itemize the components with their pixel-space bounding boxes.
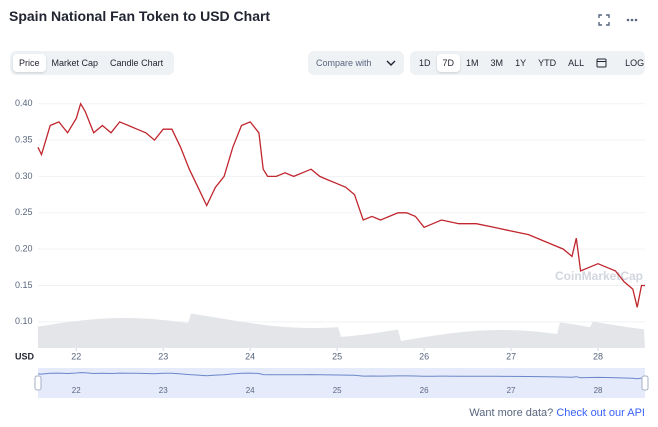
range-button[interactable]: 7D bbox=[436, 54, 461, 72]
price-line bbox=[37, 102, 645, 308]
fullscreen-icon[interactable] bbox=[598, 14, 610, 26]
api-link[interactable]: Check out our API bbox=[556, 407, 645, 419]
y-tick-label: 0.20 bbox=[15, 244, 33, 254]
navigator-tick-label: 28 bbox=[594, 386, 603, 395]
range-button[interactable]: ALL bbox=[568, 58, 585, 68]
range-button[interactable]: 1Y bbox=[515, 58, 527, 68]
tab-group: Price Market Cap Candle Chart bbox=[10, 51, 174, 75]
navigator-line bbox=[37, 372, 645, 380]
navigator-tick-label: 27 bbox=[507, 386, 516, 395]
range-button[interactable]: 3M bbox=[490, 58, 504, 68]
y-axis-label: USD bbox=[15, 351, 35, 361]
navigator-handle[interactable] bbox=[641, 375, 649, 391]
navigator-tick-label: 23 bbox=[159, 386, 168, 395]
more-icon[interactable] bbox=[626, 18, 630, 22]
compare-label: Compare with bbox=[316, 58, 372, 68]
y-tick-label: 0.35 bbox=[15, 134, 33, 144]
x-tick-label: 28 bbox=[593, 351, 603, 361]
footer: Want more data? Check out our API bbox=[469, 407, 645, 419]
chart: 0.10 0.15 0.20 0.25 0.30 0.35 0.40 CoinMarketCa… bbox=[15, 98, 649, 398]
navigator-tick-label: 22 bbox=[72, 386, 81, 395]
footer-text: Want more data? bbox=[469, 407, 554, 419]
y-tick-label: 0.40 bbox=[15, 98, 33, 108]
volume-area bbox=[38, 313, 645, 348]
compare-dropdown[interactable]: Compare with bbox=[308, 51, 404, 75]
x-tick-label: 25 bbox=[332, 351, 342, 361]
tab[interactable]: Market Cap bbox=[51, 58, 99, 68]
x-tick-label: 27 bbox=[506, 351, 516, 361]
navigator-tick-label: 25 bbox=[333, 386, 342, 395]
more-icon bbox=[634, 18, 638, 22]
range-button[interactable]: 1M bbox=[466, 58, 479, 68]
navigator-tick-label: 24 bbox=[246, 386, 255, 395]
chevron bbox=[386, 60, 396, 66]
calendar-button[interactable] bbox=[590, 53, 613, 74]
tab[interactable]: Price bbox=[13, 54, 46, 72]
log-button[interactable]: LOG bbox=[625, 58, 645, 68]
navigator-tick-label: 26 bbox=[420, 386, 429, 395]
more-icon bbox=[630, 18, 634, 22]
range-button[interactable]: YTD bbox=[538, 58, 557, 68]
y-tick-label: 0.15 bbox=[15, 280, 33, 290]
x-tick-label: 23 bbox=[158, 351, 168, 361]
navigator-handle[interactable] bbox=[34, 375, 42, 391]
y-tick-label: 0.30 bbox=[15, 171, 33, 181]
y-tick-label: 0.10 bbox=[15, 316, 33, 326]
y-tick-label: 0.25 bbox=[15, 207, 33, 217]
header-icons bbox=[598, 14, 638, 26]
range-button[interactable]: 1D bbox=[419, 58, 431, 68]
watermark: CoinMarketCap bbox=[555, 269, 643, 283]
x-tick-label: 24 bbox=[245, 351, 255, 361]
range-group: 1D 7D 1M 3M 1Y YTD ALL LOG bbox=[410, 51, 645, 75]
x-tick-label: 22 bbox=[71, 351, 81, 361]
title: Spain National Fan Token to USD Chart bbox=[9, 8, 271, 24]
x-tick-label: 26 bbox=[419, 351, 429, 361]
tab[interactable]: Candle Chart bbox=[110, 58, 164, 68]
